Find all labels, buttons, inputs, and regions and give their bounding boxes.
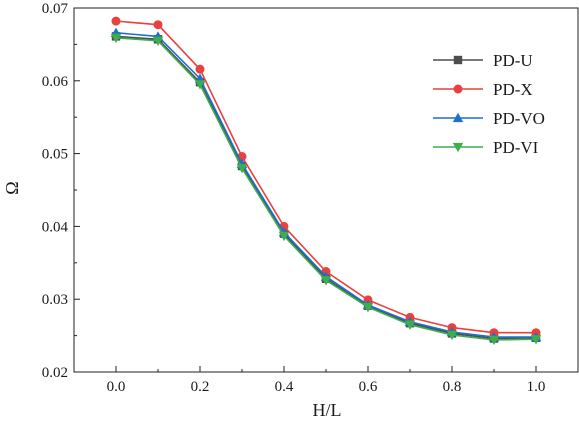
x-tick-label: 0.4: [275, 379, 294, 395]
y-axis-label: Ω: [2, 181, 22, 194]
series-line: [115, 35, 537, 340]
x-tick-label: 0.0: [107, 379, 126, 395]
legend-marker: [452, 112, 464, 123]
y-tick-label: 0.05: [42, 147, 68, 163]
series-line: [115, 37, 537, 341]
data-point: [362, 303, 374, 313]
x-tick-label: 0.6: [359, 379, 378, 395]
axes: 0.02 0.03 0.04 0.05 0.06 0.07 0.0 0.2 0.4 0.6 0.8 1…: [42, 1, 579, 395]
x-axis-label: H/L: [313, 400, 342, 420]
legend-item-pd-u: PD-U: [433, 51, 533, 70]
y-tick-label: 0.03: [42, 292, 68, 308]
data-point: [195, 64, 205, 74]
series-line: [115, 32, 536, 338]
data-point: [153, 20, 163, 30]
legend-item-pd-x: PD-X: [433, 80, 533, 99]
data-point: [446, 330, 458, 341]
data-point: [530, 335, 542, 345]
legend-label: PD-U: [493, 51, 533, 70]
data-point: [236, 164, 248, 174]
x-tick-label: 1.0: [527, 379, 546, 395]
y-tick-label: 0.07: [42, 1, 69, 17]
y-tick-label: 0.02: [42, 365, 68, 381]
data-point: [111, 16, 121, 26]
legend-item-pd-vo: PD-VO: [433, 109, 545, 128]
data-point: [110, 33, 122, 44]
y-tick-label: 0.06: [42, 74, 69, 90]
series-line: [115, 20, 536, 334]
legend-label: PD-X: [493, 80, 533, 99]
data-point: [152, 36, 164, 46]
plot-area: [110, 16, 542, 346]
legend-label: PD-VI: [493, 138, 539, 157]
legend: PD-U PD-X PD-VO PD-VI: [433, 51, 545, 157]
data-point: [404, 320, 416, 330]
x-tick-label: 0.8: [443, 379, 462, 395]
data-point: [278, 231, 290, 242]
series-pd-vi: [110, 33, 542, 346]
legend-marker: [453, 55, 463, 65]
data-point: [488, 335, 500, 346]
legend-marker: [452, 142, 464, 153]
legend-item-pd-vi: PD-VI: [433, 138, 539, 157]
series-pd-x: [111, 16, 541, 338]
legend-marker: [453, 84, 463, 94]
x-tick-label: 0.2: [191, 379, 210, 395]
data-point: [194, 80, 206, 90]
series-pd-u: [111, 32, 541, 343]
legend-label: PD-VO: [493, 109, 545, 128]
y-tick-label: 0.04: [42, 219, 69, 235]
series-pd-vo: [110, 27, 542, 342]
data-point: [320, 276, 332, 286]
